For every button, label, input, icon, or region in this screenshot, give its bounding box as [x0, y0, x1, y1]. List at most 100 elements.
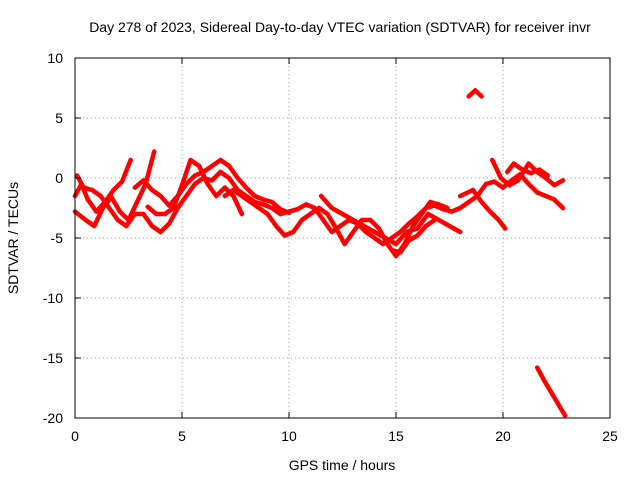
data-point — [404, 229, 409, 235]
y-tick-label: 5 — [55, 110, 63, 126]
data-point — [558, 406, 563, 411]
data-point — [526, 161, 531, 166]
data-point — [535, 365, 540, 370]
data-point — [115, 217, 120, 223]
data-point — [74, 173, 80, 178]
series-track-8 — [389, 217, 437, 255]
data-point — [329, 205, 334, 211]
series-track-5 — [145, 157, 245, 217]
data-point — [329, 229, 334, 235]
data-point — [428, 199, 433, 205]
ticks — [74, 57, 611, 419]
data-point — [550, 391, 555, 397]
data-point — [188, 157, 193, 163]
data-point — [252, 193, 257, 199]
data-point — [393, 241, 399, 247]
data-point — [134, 199, 140, 205]
data-point — [507, 183, 512, 188]
data-point — [447, 223, 452, 229]
grid — [75, 58, 610, 418]
tick-labels: 0 5 10 15 20 25 -20 -15 -10 -5 0 5 10 — [43, 50, 618, 444]
data-point — [376, 226, 382, 231]
data-point — [372, 235, 377, 241]
data-point — [89, 187, 95, 193]
data-point — [119, 179, 125, 184]
data-point — [492, 179, 497, 184]
data-point — [85, 197, 91, 202]
data-point — [235, 175, 240, 181]
data-point — [419, 211, 424, 217]
data-point — [303, 202, 309, 207]
data-point — [286, 210, 292, 215]
data-point — [209, 163, 215, 169]
data-point — [458, 229, 463, 235]
data-point — [94, 209, 99, 214]
data-point — [380, 241, 386, 247]
data-point — [226, 163, 232, 169]
data-point — [500, 185, 506, 190]
series-track-7 — [318, 193, 463, 247]
data-point — [299, 217, 305, 223]
data-point — [184, 181, 189, 187]
data-point — [111, 187, 116, 193]
data-point — [383, 235, 388, 241]
data-point — [325, 211, 330, 217]
data-point — [425, 211, 431, 217]
data-point — [214, 193, 219, 199]
data-point — [295, 207, 300, 212]
series-track — [74, 169, 566, 247]
data-point — [166, 221, 172, 226]
x-tick-label: 25 — [602, 428, 618, 444]
data-point — [231, 193, 236, 199]
data-point — [273, 223, 279, 229]
data-point — [205, 181, 210, 187]
x-tick-label: 20 — [495, 428, 511, 444]
data-point — [520, 167, 525, 172]
data-point — [393, 253, 399, 259]
data-point — [231, 187, 236, 193]
data-point — [141, 211, 146, 217]
data-point — [171, 205, 176, 211]
y-tick-label: 10 — [47, 50, 63, 66]
series-track-13 — [534, 365, 568, 418]
data-point — [470, 187, 476, 193]
data-point — [282, 233, 287, 238]
data-point — [562, 413, 568, 418]
data-point — [483, 181, 489, 187]
data-point — [124, 223, 129, 229]
data-point — [184, 193, 189, 199]
data-point — [466, 199, 471, 205]
data-point — [117, 209, 123, 214]
data-point — [132, 211, 138, 217]
data-point — [265, 211, 270, 217]
series-track — [505, 161, 551, 178]
series-track — [222, 187, 450, 259]
data-point — [239, 193, 245, 199]
data-point — [415, 233, 420, 238]
data-point — [472, 88, 478, 93]
data-point — [432, 217, 437, 223]
data-point — [423, 223, 429, 229]
data-point — [158, 229, 163, 235]
data-point — [498, 175, 504, 181]
data-point — [81, 185, 86, 190]
x-tick-label: 5 — [178, 428, 186, 444]
data-point — [261, 202, 266, 207]
data-point — [278, 211, 283, 217]
data-point — [368, 217, 373, 223]
x-tick-label: 10 — [281, 428, 297, 444]
data-point — [333, 226, 339, 231]
data-point — [145, 204, 150, 209]
data-point — [398, 229, 403, 235]
data-point — [398, 250, 403, 255]
data-point — [261, 197, 266, 202]
data-point — [248, 199, 253, 205]
series-track — [457, 187, 508, 231]
data-point — [239, 211, 245, 217]
data-point — [458, 205, 463, 211]
y-tick-label: -5 — [51, 230, 64, 246]
data-point — [278, 207, 283, 212]
data-point — [487, 209, 493, 214]
x-tick-label: 15 — [388, 428, 404, 444]
